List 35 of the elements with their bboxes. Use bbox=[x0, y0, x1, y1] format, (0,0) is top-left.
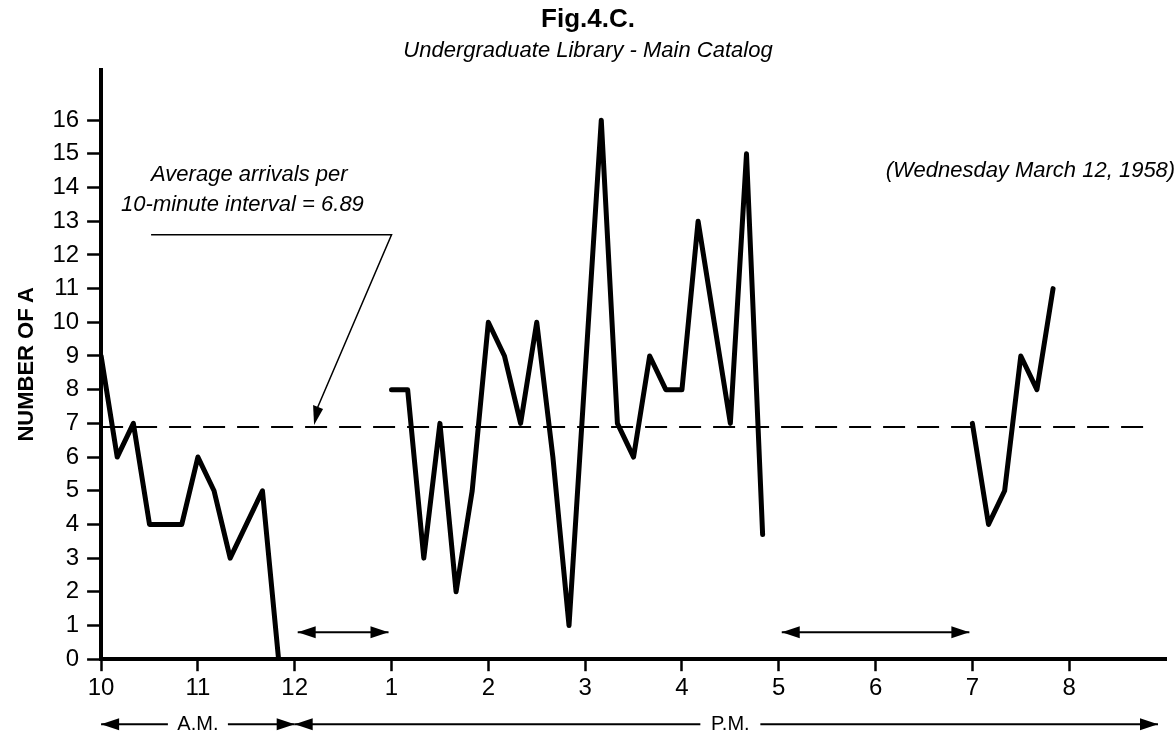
y-tick-label: 1 bbox=[65, 610, 80, 638]
x-tick-label: 7 bbox=[965, 673, 980, 701]
y-tick-label: 2 bbox=[65, 576, 80, 604]
y-tick-label: 15 bbox=[52, 138, 80, 166]
chart-subtitle: Undergraduate Library - Main Catalog bbox=[403, 36, 774, 62]
text: A.M. bbox=[177, 711, 219, 734]
x-tick-label: 12 bbox=[281, 673, 309, 701]
y-tick-label: 11 bbox=[54, 273, 80, 301]
y-tick-label: 9 bbox=[65, 340, 80, 368]
x-tick-label: 5 bbox=[772, 673, 786, 701]
y-tick-label: 12 bbox=[52, 239, 80, 267]
y-tick-label: 4 bbox=[65, 509, 80, 537]
text: P.M. bbox=[711, 711, 750, 734]
x-tick-label: 4 bbox=[675, 673, 689, 701]
x-tick-label: 3 bbox=[578, 673, 592, 701]
x-tick-label: 2 bbox=[481, 673, 496, 701]
y-tick-label: 16 bbox=[52, 104, 80, 132]
y-tick-label: 6 bbox=[65, 441, 80, 469]
x-tick-label: 6 bbox=[868, 673, 883, 701]
x-tick-label: 8 bbox=[1062, 673, 1076, 701]
y-tick-label: 5 bbox=[65, 475, 80, 503]
y-tick-label: 14 bbox=[52, 172, 80, 200]
y-tick-label: 7 bbox=[65, 407, 80, 435]
y-tick-label: 8 bbox=[65, 374, 80, 402]
y-tick-label: 3 bbox=[65, 542, 80, 570]
ref-line-label: Average arrivals per 10-minute interval = 6.89 bbox=[121, 160, 364, 217]
x-tick-label: 1 bbox=[384, 673, 399, 701]
x-tick-label: 11 bbox=[185, 673, 211, 701]
y-axis-title: NUMBER OF A bbox=[13, 287, 39, 442]
chart-title: Fig.4.C. bbox=[541, 2, 635, 33]
x-tick-label: 10 bbox=[87, 673, 115, 701]
y-tick-label: 0 bbox=[65, 643, 80, 671]
y-tick-label: 13 bbox=[52, 205, 80, 233]
annotation: (Wednesday March 12, 1958) bbox=[885, 156, 1176, 182]
y-tick-label: 10 bbox=[52, 306, 80, 334]
